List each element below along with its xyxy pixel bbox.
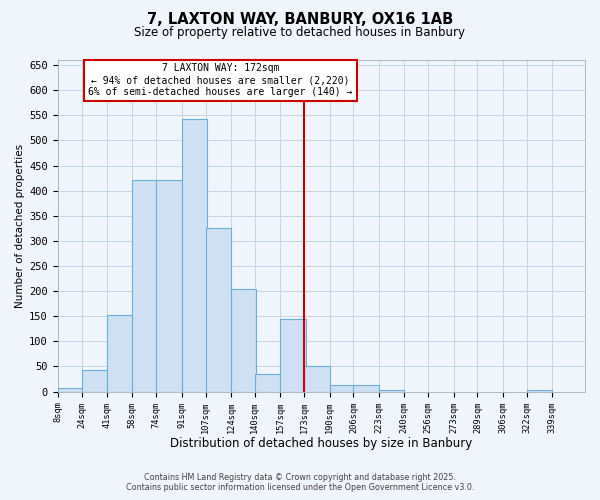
X-axis label: Distribution of detached houses by size in Banbury: Distribution of detached houses by size … <box>170 437 472 450</box>
Text: 7 LAXTON WAY: 172sqm
← 94% of detached houses are smaller (2,220)
6% of semi-det: 7 LAXTON WAY: 172sqm ← 94% of detached h… <box>88 64 353 96</box>
Bar <box>527 390 552 392</box>
Bar <box>304 366 329 392</box>
Bar <box>82 370 107 392</box>
Text: 7, LAXTON WAY, BANBURY, OX16 1AB: 7, LAXTON WAY, BANBURY, OX16 1AB <box>147 12 453 28</box>
Bar <box>107 314 133 392</box>
Text: Size of property relative to detached houses in Banbury: Size of property relative to detached ho… <box>134 26 466 39</box>
Bar <box>156 180 182 392</box>
Bar <box>58 388 83 392</box>
Bar <box>133 180 158 392</box>
Text: Contains HM Land Registry data © Crown copyright and database right 2025.
Contai: Contains HM Land Registry data © Crown c… <box>126 473 474 492</box>
Bar <box>182 119 207 392</box>
Bar <box>379 390 404 392</box>
Y-axis label: Number of detached properties: Number of detached properties <box>15 144 25 308</box>
Bar <box>280 319 305 392</box>
Bar <box>329 385 355 392</box>
Bar <box>231 288 256 392</box>
Bar <box>353 385 379 392</box>
Bar <box>255 374 280 392</box>
Bar <box>206 228 231 392</box>
